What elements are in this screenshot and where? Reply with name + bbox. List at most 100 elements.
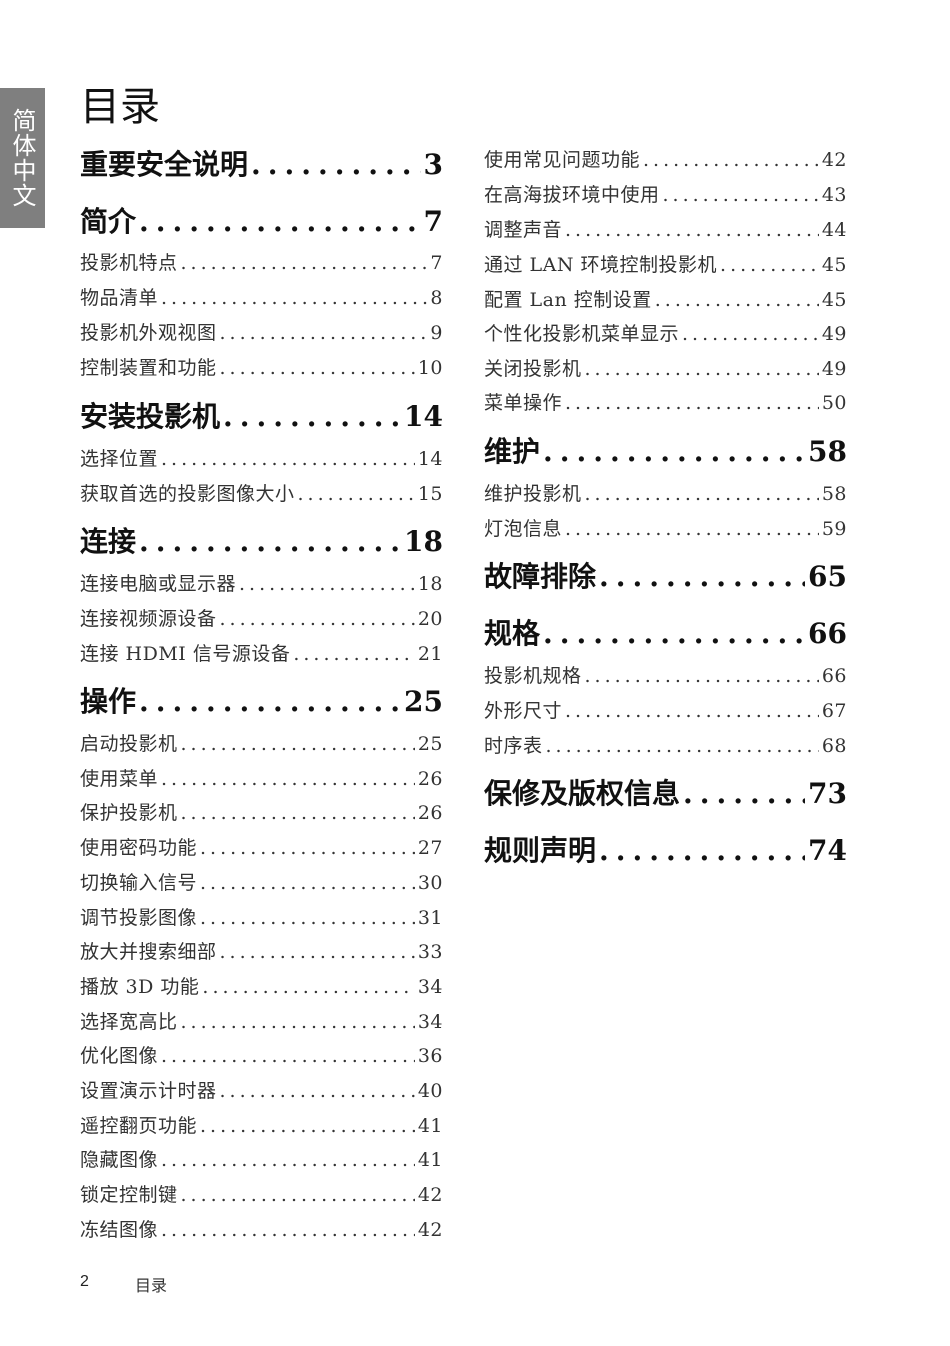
dot-leader (181, 731, 415, 757)
toc-entry-page: 49 (821, 358, 847, 380)
toc-entry-page: 8 (430, 287, 443, 309)
toc-entry-label: 保修及版权信息 (484, 777, 681, 810)
toc-entry[interactable]: 使用常见问题功能 42 (484, 147, 847, 173)
toc-entry[interactable]: 操作 25 (80, 684, 443, 720)
toc-entry-page: 18 (417, 573, 443, 595)
toc-entry[interactable]: 物品清单 8 (80, 285, 443, 311)
toc-entry[interactable]: 锁定控制键 42 (80, 1182, 443, 1208)
toc-entry-page: 68 (821, 735, 847, 757)
toc-entry-page: 42 (417, 1218, 443, 1241)
toc-entry[interactable]: 菜单操作 50 (484, 390, 847, 416)
toc-entry-page: 58 (808, 435, 847, 468)
toc-entry-page: 40 (417, 1080, 443, 1102)
toc-entry[interactable]: 放大并搜索细部 33 (80, 939, 443, 965)
toc-entry[interactable]: 投影机规格 66 (484, 663, 847, 689)
toc-entry[interactable]: 简介 7 (80, 204, 443, 240)
toc-entry-label: 切换输入信号 (80, 871, 198, 894)
toc-entry-label: 物品清单 (80, 287, 159, 309)
toc-entry[interactable]: 调整声音 44 (484, 217, 847, 243)
dot-leader (599, 833, 805, 869)
toc-entry-page: 7 (423, 205, 443, 238)
toc-entry-label: 选择位置 (80, 448, 159, 470)
toc-entry-label: 调整声音 (484, 219, 563, 241)
toc-entry[interactable]: 连接 HDMI 信号源设备 21 (80, 641, 443, 667)
toc-entry-label: 规格 (484, 617, 541, 650)
toc-entry-page: 34 (417, 975, 443, 998)
dot-leader (546, 733, 819, 759)
toc-entry[interactable]: 启动投影机 25 (80, 731, 443, 757)
toc-entry[interactable]: 通过 LAN 环境控制投影机 45 (484, 252, 847, 278)
toc-entry-label: 控制装置和功能 (80, 357, 217, 379)
toc-entry[interactable]: 关闭投影机 49 (484, 356, 847, 382)
toc-entry[interactable]: 隐藏图像 41 (80, 1147, 443, 1173)
toc-entry-label: 重要安全说明 (80, 148, 249, 181)
toc-entry[interactable]: 控制装置和功能 10 (80, 355, 443, 381)
dot-leader (643, 147, 819, 173)
toc-entry-label: 使用常见问题功能 (484, 149, 641, 171)
toc-entry[interactable]: 在高海拔环境中使用 43 (484, 182, 847, 208)
toc-entry[interactable]: 个性化投影机菜单显示 49 (484, 321, 847, 347)
toc-entry-label: 安装投影机 (80, 400, 221, 433)
toc-entry[interactable]: 配置 Lan 控制设置 45 (484, 287, 847, 313)
dot-leader (181, 1009, 415, 1035)
dot-leader (585, 481, 819, 507)
toc-entry-label: 遥控翻页功能 (80, 1114, 198, 1137)
toc-entry-label: 保护投影机 (80, 802, 178, 825)
toc-entry[interactable]: 维护 58 (484, 434, 847, 470)
toc-entry[interactable]: 调节投影图像 31 (80, 905, 443, 931)
toc-entry-label: 故障排除 (484, 560, 597, 593)
toc-entry[interactable]: 规则声明 74 (484, 833, 847, 869)
dot-leader (139, 204, 421, 240)
toc-entry[interactable]: 选择位置 14 (80, 446, 443, 472)
toc-entry-label: 规则声明 (484, 834, 597, 867)
toc-entry[interactable]: 选择宽高比 34 (80, 1009, 443, 1035)
toc-entry[interactable]: 获取首选的投影图像大小 15 (80, 481, 443, 507)
dot-leader (181, 1182, 415, 1208)
dot-leader (293, 641, 414, 667)
toc-entry[interactable]: 使用密码功能 27 (80, 835, 443, 861)
toc-entry-page: 42 (417, 1184, 443, 1207)
toc-entry-label: 播放 3D 功能 (80, 975, 200, 998)
toc-entry[interactable]: 播放 3D 功能 34 (80, 974, 443, 1000)
dot-leader (161, 766, 415, 792)
toc-entry[interactable]: 连接 18 (80, 524, 443, 560)
toc-entry-label: 投影机外观视图 (80, 322, 217, 344)
toc-entry[interactable]: 重要安全说明 3 (80, 147, 443, 183)
dot-leader (655, 287, 819, 313)
toc-entry-page: 44 (821, 219, 847, 241)
toc-entry-label: 锁定控制键 (80, 1184, 178, 1207)
toc-entry-label: 调节投影图像 (80, 906, 198, 929)
toc-entry[interactable]: 保护投影机 26 (80, 800, 443, 826)
toc-entry[interactable]: 优化图像 36 (80, 1043, 443, 1069)
toc-entry[interactable]: 规格 66 (484, 616, 847, 652)
dot-leader (161, 285, 427, 311)
toc-entry-page: 43 (821, 184, 847, 206)
toc-entry[interactable]: 安装投影机 14 (80, 399, 443, 435)
toc-entry-page: 31 (417, 906, 443, 929)
toc-entry-label: 通过 LAN 环境控制投影机 (484, 254, 718, 276)
dot-leader (683, 776, 805, 812)
toc-entry[interactable]: 使用菜单 26 (80, 766, 443, 792)
toc-entry-label: 连接 HDMI 信号源设备 (80, 643, 291, 665)
toc-entry[interactable]: 冻结图像 42 (80, 1217, 443, 1243)
dot-leader (565, 698, 819, 724)
toc-entry[interactable]: 连接视频源设备 20 (80, 606, 443, 632)
toc-entry[interactable]: 故障排除 65 (484, 559, 847, 595)
toc-entry-page: 58 (821, 483, 847, 505)
toc-entry-page: 15 (417, 483, 443, 505)
toc-entry[interactable]: 时序表 68 (484, 733, 847, 759)
toc-entry[interactable]: 投影机外观视图 9 (80, 320, 443, 346)
toc-entry[interactable]: 维护投影机 58 (484, 481, 847, 507)
toc-entry-page: 65 (808, 560, 847, 593)
toc-entry[interactable]: 外形尺寸 67 (484, 698, 847, 724)
toc-entry[interactable]: 遥控翻页功能 41 (80, 1113, 443, 1139)
toc-entry-page: 7 (430, 252, 443, 274)
toc-entry[interactable]: 切换输入信号 30 (80, 870, 443, 896)
toc-entry-page: 73 (808, 777, 847, 810)
toc-entry[interactable]: 设置演示计时器 40 (80, 1078, 443, 1104)
toc-entry[interactable]: 保修及版权信息 73 (484, 776, 847, 812)
toc-entry[interactable]: 投影机特点 7 (80, 250, 443, 276)
toc-entry[interactable]: 灯泡信息 59 (484, 516, 847, 542)
dot-leader (181, 250, 428, 276)
toc-entry[interactable]: 连接电脑或显示器 18 (80, 571, 443, 597)
